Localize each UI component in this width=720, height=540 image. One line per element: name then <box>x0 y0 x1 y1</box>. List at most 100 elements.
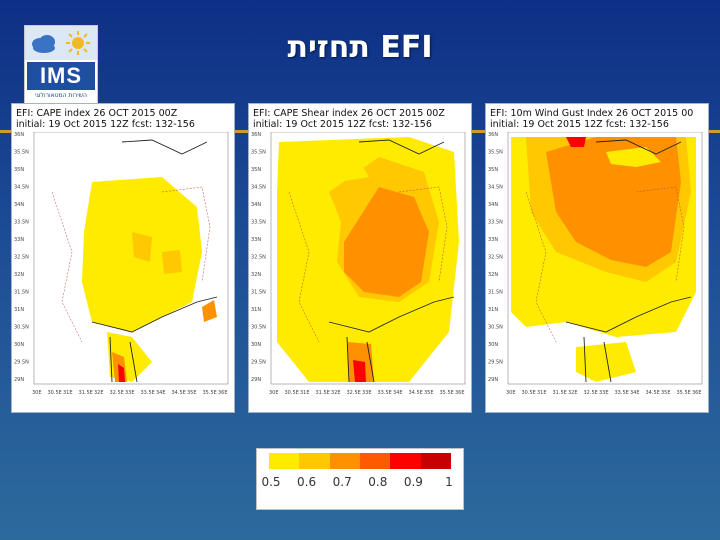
colorbar-label: 0.6 <box>297 475 317 489</box>
lat-tick-label: 29N <box>14 377 24 383</box>
lat-tick-label: 32N <box>14 272 24 278</box>
lat-tick-label: 32N <box>251 272 261 278</box>
lon-tick-label: 36E <box>455 390 465 396</box>
ims-logo: IMS השירות המטאורולוגי <box>24 25 98 105</box>
lat-tick-label: 33N <box>14 237 24 243</box>
lon-tick-label: 30E <box>506 390 516 396</box>
lat-tick-label: 35.5N <box>14 150 29 156</box>
lat-tick-label: 31.5N <box>14 290 29 296</box>
map-subtitle: initial: 19 Oct 2015 12Z fcst: 132-156 <box>16 119 195 130</box>
lon-tick-label: 32.5E <box>110 390 124 396</box>
lat-tick-label: 33N <box>488 237 498 243</box>
lon-tick-label: 35.5E <box>440 390 454 396</box>
lon-tick-label: 35E <box>424 390 434 396</box>
lon-tick-label: 35E <box>187 390 197 396</box>
lon-tick-label: 34E <box>393 390 403 396</box>
lon-tick-label: 35.5E <box>677 390 691 396</box>
lat-tick-label: 32N <box>488 272 498 278</box>
colorbar-legend: 0.5 0.6 0.7 0.8 0.9 1 <box>256 448 464 510</box>
lon-tick-label: 30.5E <box>522 390 536 396</box>
map-header: EFI: 10m Wind Gust Index 26 OCT 2015 00 … <box>490 108 704 132</box>
colorbar-label: 0.8 <box>368 475 388 489</box>
cloud-icon <box>32 35 55 53</box>
lat-tick-label: 32.5N <box>251 255 266 261</box>
lon-tick-label: 33.5E <box>378 390 392 396</box>
colorbar-labels: 0.5 0.6 0.7 0.8 0.9 1 <box>257 475 463 491</box>
lat-tick-label: 34N <box>251 202 261 208</box>
lat-tick-label: 36N <box>251 132 261 138</box>
lon-tick-label: 32E <box>568 390 578 396</box>
lat-tick-label: 29.5N <box>488 360 503 366</box>
lat-tick-label: 30.5N <box>251 325 266 331</box>
map-header: EFI: CAPE Shear index 26 OCT 2015 00Z in… <box>253 108 467 132</box>
lat-tick-label: 34.5N <box>251 185 266 191</box>
colorbar-swatch <box>269 453 300 469</box>
colorbar-swatch <box>390 453 421 469</box>
lon-tick-label: 36E <box>218 390 228 396</box>
logo-subtitle: השירות המטאורולוגי <box>35 92 87 99</box>
colorbar-label: 0.9 <box>403 475 423 489</box>
lon-tick-label: 30E <box>269 390 279 396</box>
lon-tick-label: 31E <box>63 390 73 396</box>
lon-tick-label: 33E <box>362 390 372 396</box>
lon-tick-label: 34.5E <box>409 390 423 396</box>
lat-tick-label: 30N <box>251 342 261 348</box>
lon-tick-label: 35.5E <box>203 390 217 396</box>
colorbar-label: 0.7 <box>332 475 352 489</box>
lon-tick-label: 31E <box>537 390 547 396</box>
lon-tick-label: 32E <box>331 390 341 396</box>
map-subtitle: initial: 19 Oct 2015 12Z fcst: 132-156 <box>253 119 432 130</box>
lon-tick-label: 34E <box>630 390 640 396</box>
map-cape-shear: 36N 35.5N 35N 34.5N 34N 33.5N 33N 32.5N 32N 31.5N… <box>251 132 466 396</box>
lon-tick-label: 33E <box>125 390 135 396</box>
lon-tick-label: 33.5E <box>615 390 629 396</box>
map-panel-cape-shear: EFI: CAPE Shear index 26 OCT 2015 00Z in… <box>248 103 472 413</box>
lon-tick-label: 32.5E <box>347 390 361 396</box>
lon-tick-label: 30.5E <box>285 390 299 396</box>
lat-tick-label: 29N <box>488 377 498 383</box>
map-panel-wind-gust: EFI: 10m Wind Gust Index 26 OCT 2015 00 … <box>485 103 709 413</box>
lon-tick-label: 30.5E <box>48 390 62 396</box>
lat-tick-label: 30.5N <box>14 325 29 331</box>
sun-icon <box>66 31 90 55</box>
lat-tick-label: 35N <box>488 167 498 173</box>
lon-tick-label: 31E <box>300 390 310 396</box>
map-header: EFI: CAPE index 26 OCT 2015 00Z initial:… <box>16 108 230 132</box>
colorbar-swatch <box>420 453 451 469</box>
lat-tick-label: 33.5N <box>14 220 29 226</box>
lon-tick-label: 36E <box>692 390 702 396</box>
lat-tick-label: 35.5N <box>488 150 503 156</box>
lat-tick-label: 35N <box>14 167 24 173</box>
lat-tick-label: 31N <box>14 307 24 313</box>
lat-tick-label: 29.5N <box>251 360 266 366</box>
lat-tick-label: 30.5N <box>488 325 503 331</box>
lat-tick-label: 31N <box>488 307 498 313</box>
colorbar-swatch <box>329 453 360 469</box>
map-title: EFI: CAPE index 26 OCT 2015 00Z <box>16 108 178 119</box>
lat-tick-label: 34N <box>488 202 498 208</box>
lon-tick-label: 34.5E <box>646 390 660 396</box>
map-wind-gust: 36N 35.5N 35N 34.5N 34N 33.5N 33N 32.5N 32N 31.5N… <box>488 132 703 396</box>
map-subtitle: initial: 19 Oct 2015 12Z fcst: 132-156 <box>490 119 669 130</box>
lat-tick-label: 34N <box>14 202 24 208</box>
colorbar-label: 1 <box>445 475 453 489</box>
lat-tick-label: 29N <box>251 377 261 383</box>
lon-tick-label: 31.5E <box>79 390 93 396</box>
lat-tick-label: 35N <box>251 167 261 173</box>
lon-tick-label: 35E <box>661 390 671 396</box>
map-title: EFI: CAPE Shear index 26 OCT 2015 00Z <box>253 108 445 119</box>
lat-tick-label: 32.5N <box>488 255 503 261</box>
lat-tick-label: 35.5N <box>251 150 266 156</box>
lon-tick-label: 34.5E <box>172 390 186 396</box>
lat-tick-label: 36N <box>14 132 24 138</box>
colorbar-swatch <box>359 453 391 469</box>
colorbar-swatch <box>299 453 330 469</box>
colorbar-swatches <box>269 453 451 469</box>
lon-tick-label: 31.5E <box>553 390 567 396</box>
lat-tick-label: 30N <box>488 342 498 348</box>
lat-tick-label: 32.5N <box>14 255 29 261</box>
lat-tick-label: 30N <box>14 342 24 348</box>
lat-tick-label: 33.5N <box>488 220 503 226</box>
lon-tick-label: 30E <box>32 390 42 396</box>
lat-tick-label: 29.5N <box>14 360 29 366</box>
